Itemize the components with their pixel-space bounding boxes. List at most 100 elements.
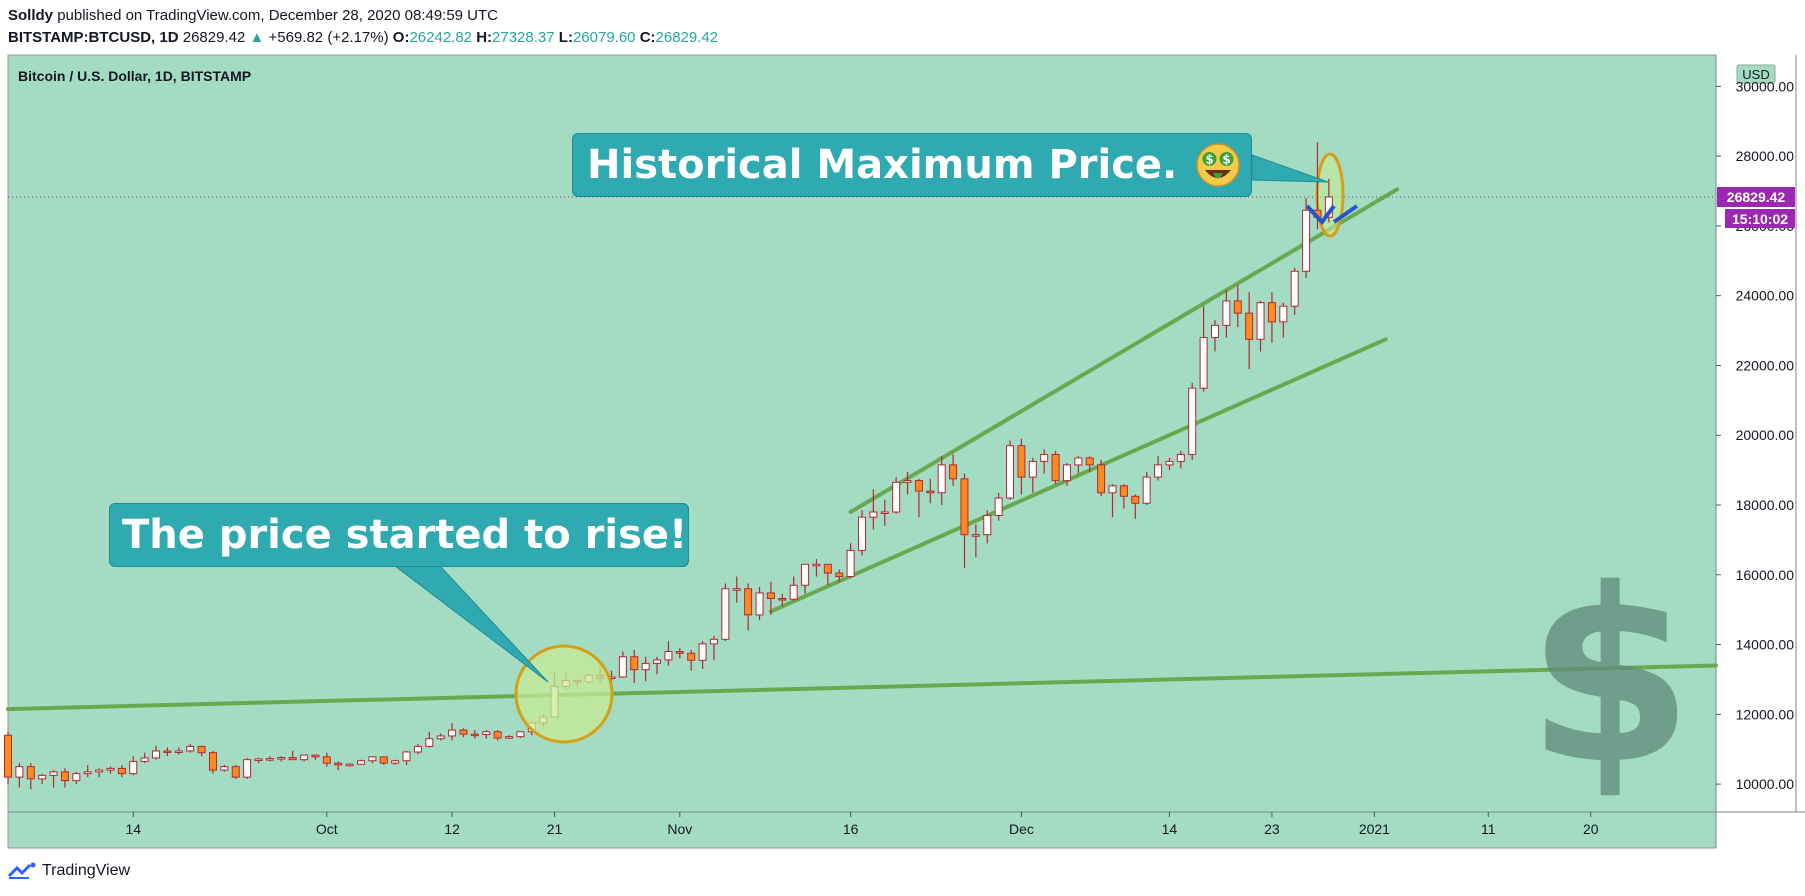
price-tags: 26829.42 15:10:02 xyxy=(1717,187,1795,229)
candle-body-up xyxy=(152,750,161,759)
candle-body-up xyxy=(174,750,183,753)
candle-body-up xyxy=(1199,337,1208,389)
candle-body-up xyxy=(186,745,195,752)
candle xyxy=(858,510,866,556)
trendline[interactable] xyxy=(6,663,1718,712)
candle xyxy=(368,756,377,764)
candle-body-up xyxy=(49,771,58,776)
candle xyxy=(835,569,844,582)
tradingview-logo-icon xyxy=(8,862,36,879)
candle xyxy=(1017,438,1026,495)
candle-body-down xyxy=(766,592,775,600)
candle-body-up xyxy=(789,584,798,600)
candle xyxy=(823,563,832,586)
candle xyxy=(1108,484,1117,518)
candle xyxy=(448,723,457,741)
candle-body-down xyxy=(288,757,297,761)
candle xyxy=(459,728,468,737)
candle xyxy=(630,649,639,683)
x-tick-label: 23 xyxy=(1264,821,1280,837)
candle-body-up xyxy=(140,757,149,762)
money-face-emoji-icon: $ $ xyxy=(1196,143,1240,187)
candle-body-up xyxy=(812,563,821,567)
candle-body-down xyxy=(949,464,958,480)
candle xyxy=(379,756,388,765)
candle-body-up xyxy=(653,659,662,664)
candle xyxy=(334,761,343,771)
candle xyxy=(140,752,149,764)
candle-body-up xyxy=(15,766,24,778)
candle-body-up xyxy=(983,514,992,536)
candle xyxy=(38,773,47,785)
candle xyxy=(721,583,730,642)
candle-body-down xyxy=(926,490,935,494)
candle-body-up xyxy=(1176,453,1185,462)
svg-text:$: $ xyxy=(1527,537,1694,817)
callout-price-rise[interactable]: The price started to rise! xyxy=(109,503,689,567)
candle-body-down xyxy=(1233,300,1242,314)
x-tick-label: Oct xyxy=(316,821,338,837)
open-label: O: xyxy=(392,29,410,46)
callout-historical-max[interactable]: Historical Maximum Price. $ $ xyxy=(572,133,1252,197)
last-price-tag-label: 26829.42 xyxy=(1727,189,1786,205)
candle xyxy=(186,743,195,753)
candle xyxy=(914,478,923,518)
x-tick-label: Nov xyxy=(667,821,692,837)
candle xyxy=(425,731,434,748)
candle xyxy=(1131,494,1140,519)
candle xyxy=(812,559,821,577)
candle-body-up xyxy=(1154,464,1163,478)
close-label: C: xyxy=(639,29,656,46)
candle xyxy=(254,757,263,764)
candle xyxy=(49,770,58,788)
tradingview-logo[interactable]: TradingView xyxy=(8,862,130,880)
tradingview-brand-text: TradingView xyxy=(42,862,131,879)
candle-body-up xyxy=(425,738,434,747)
candle xyxy=(197,745,206,757)
candle xyxy=(1188,382,1197,460)
x-tick-label: 14 xyxy=(1162,821,1178,837)
candle xyxy=(1233,285,1242,328)
candle-body-up xyxy=(1290,270,1299,307)
candle xyxy=(322,752,331,767)
candle-body-down xyxy=(744,588,753,616)
candle-body-down xyxy=(208,752,217,771)
candle xyxy=(470,730,479,739)
author-name[interactable]: Solldy xyxy=(8,7,54,24)
candle-body-down xyxy=(117,767,126,775)
trendline[interactable] xyxy=(768,337,1388,614)
candle xyxy=(778,593,787,607)
candle xyxy=(1040,449,1049,474)
candle xyxy=(277,756,286,762)
candle xyxy=(1074,456,1083,474)
x-tick-label: 16 xyxy=(843,821,859,837)
candle-body-up xyxy=(129,760,138,775)
candle xyxy=(1210,320,1219,352)
price-change: +569.82 (+2.17%) xyxy=(268,29,389,46)
candle xyxy=(311,754,320,760)
candle xyxy=(744,583,753,631)
candle xyxy=(1006,440,1015,500)
candle xyxy=(766,581,775,615)
open-value: 26242.82 xyxy=(409,29,473,46)
candle-body-down xyxy=(493,731,502,739)
candle xyxy=(949,454,958,486)
candle xyxy=(618,651,627,678)
candle-body-up xyxy=(971,534,980,537)
candle-body-down xyxy=(1119,485,1128,497)
candle-body-down xyxy=(60,771,69,782)
candle xyxy=(1267,292,1276,343)
candle xyxy=(129,756,138,776)
candle xyxy=(801,563,810,594)
candle xyxy=(1028,457,1037,493)
candle xyxy=(106,766,115,774)
y-tick-label: 18000.00 xyxy=(1736,497,1795,513)
y-tick-label: 10000.00 xyxy=(1736,776,1795,792)
candles xyxy=(4,198,1311,790)
peak-marker-icon xyxy=(1305,204,1359,226)
candle-body-down xyxy=(630,656,639,671)
candle-body-down xyxy=(1267,302,1276,323)
x-tick-label: 20 xyxy=(1583,821,1599,837)
candle-body-down xyxy=(778,598,787,601)
candle-body-up xyxy=(95,769,104,773)
